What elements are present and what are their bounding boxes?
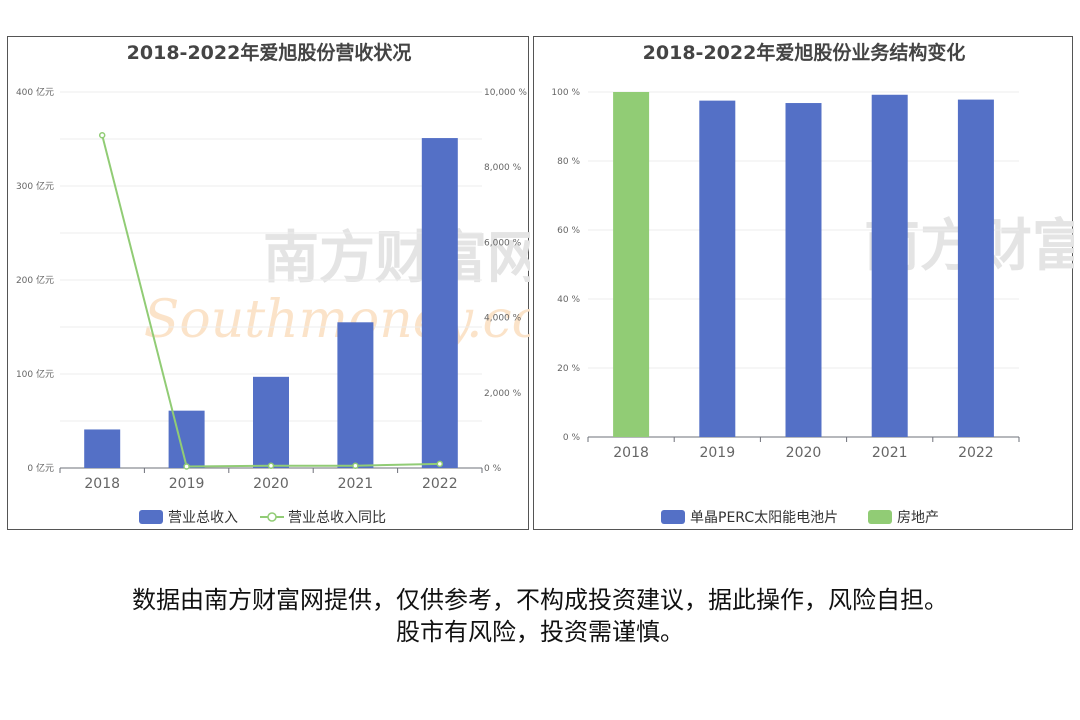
legend-realestate-swatch [868,510,892,524]
realestate-bar [613,92,650,437]
x-tick-label: 2018 [84,476,120,492]
x-tick-label: 2022 [422,476,458,492]
y-right-tick-label: 2,000 % [484,389,522,399]
y-left-tick-label: 0 亿元 [27,462,54,474]
revenue-bar [421,138,458,468]
y-right-tick-label: 6,000 % [484,238,522,248]
yoy-point [352,462,359,469]
x-tick-label: 2021 [872,445,908,461]
disclaimer-line-1: 数据由南方财富网提供，仅供参考，不构成投资建议，据此操作，风险自担。 [132,586,948,614]
y-right-tick-label: 0 % [484,464,502,474]
yoy-point [183,463,190,470]
y-tick-label: 80 % [557,157,580,167]
legend-perc-label: 单晶PERC太阳能电池片 [690,510,838,526]
chart-title: 2018-2022年爱旭股份营收状况 [127,41,412,64]
perc-bar [785,103,822,437]
yoy-point [436,460,444,468]
y-tick-label: 40 % [557,295,580,305]
chart-title: 2018-2022年爱旭股份业务结构变化 [643,41,966,64]
perc-bar [699,100,736,437]
x-tick-label: 2019 [169,476,205,492]
legend-revenue-label: 营业总收入 [168,510,238,526]
yoy-point [98,131,106,139]
revenue-bar [253,376,289,468]
x-tick-label: 2021 [338,476,374,492]
revenue-chart-panel: 南方财富网Southmoney.com 2018-2022年爱旭股份营收状况 0 亿… [7,36,530,530]
y-left-tick-label: 300 亿元 [16,180,54,192]
legend-yoy-label: 营业总收入同比 [288,510,386,526]
perc-bar [871,94,908,437]
watermark-en: Southmoney.com [144,290,530,350]
revenue-chart: 南方财富网Southmoney.com 2018-2022年爱旭股份营收状况 0 亿… [16,41,530,526]
legend-bar-swatch [139,510,163,524]
x-tick-label: 2020 [786,445,822,461]
watermark-cn: 南方财富网 [263,225,530,291]
x-tick-label: 2019 [699,445,735,461]
y-right-tick-label: 8,000 % [484,163,522,173]
y-tick-label: 0 % [563,433,581,443]
legend-realestate-label: 房地产 [897,510,939,526]
y-right-tick-label: 4,000 % [484,314,522,324]
revenue-bar [84,429,121,468]
disclaimer: 数据由南方财富网提供，仅供参考，不构成投资建议，据此操作，风险自担。 股市有风险… [0,584,1080,648]
y-left-tick-label: 100 亿元 [16,368,54,380]
y-tick-label: 100 % [551,88,580,98]
yoy-point [267,462,275,469]
legend-line-marker [267,512,277,522]
legend-perc-swatch [661,510,685,524]
x-tick-label: 2022 [958,445,994,461]
x-tick-label: 2020 [253,476,289,492]
y-tick-label: 20 % [557,364,580,374]
revenue-bar [337,322,374,468]
y-tick-label: 60 % [557,226,580,236]
disclaimer-line-2: 股市有风险，投资需谨慎。 [396,618,684,646]
y-left-tick-label: 200 亿元 [16,274,54,286]
y-right-tick-label: 10,000 % [484,88,527,98]
x-tick-label: 2018 [613,445,649,461]
y-left-tick-label: 400 亿元 [16,86,54,98]
perc-bar [957,99,994,437]
